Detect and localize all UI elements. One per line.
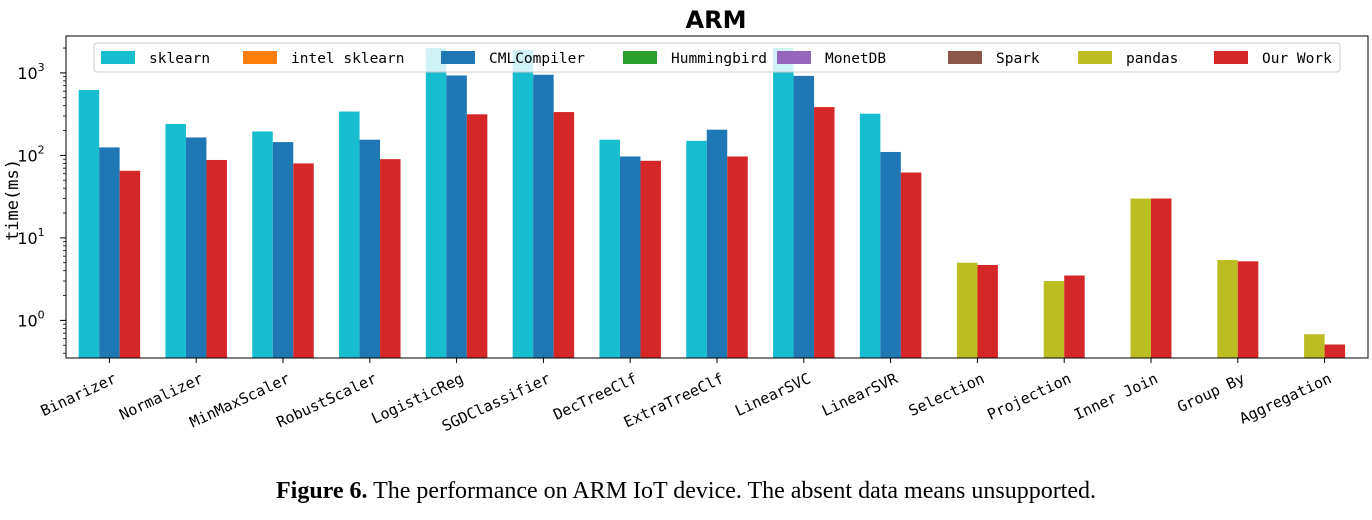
bar-our-work-11 xyxy=(1064,275,1085,358)
legend-swatch-spark xyxy=(948,51,982,64)
bar-our-work-13 xyxy=(1237,261,1259,358)
caption-text: The performance on ARM IoT device. The a… xyxy=(373,478,1097,504)
bar-sklearn-9 xyxy=(859,113,881,359)
legend-label-intel-sklearn: intel sklearn xyxy=(291,51,405,67)
legend-swatch-pandas xyxy=(1078,51,1112,64)
x-tick-label-9: LinearSVR xyxy=(819,369,901,420)
bar-sklearn-5 xyxy=(512,49,534,358)
bar-pandas-12 xyxy=(1130,198,1151,358)
legend-swatch-hummingbird xyxy=(623,51,657,64)
bar-cmlcompiler-2 xyxy=(272,142,294,358)
bar-our-work-7 xyxy=(727,156,748,358)
bar-sklearn-6 xyxy=(599,139,620,358)
bar-our-work-3 xyxy=(380,159,401,358)
bar-our-work-9 xyxy=(900,172,922,358)
bar-sklearn-4 xyxy=(425,48,447,359)
x-tick-label-7: ExtraTreeClf xyxy=(621,369,727,431)
bar-pandas-14 xyxy=(1304,334,1325,358)
legend-swatch-intel-sklearn xyxy=(243,51,277,64)
bar-cmlcompiler-8 xyxy=(793,75,815,358)
x-tick-label-10: Selection xyxy=(906,369,987,420)
y-tick-label-1: 101 xyxy=(17,226,44,248)
legend-label-our-work: Our Work xyxy=(1262,51,1332,67)
chart-title: ARM xyxy=(686,6,747,34)
x-tick-label-14: Aggregation xyxy=(1237,369,1335,427)
legend-label-spark: Spark xyxy=(996,51,1040,67)
legend-label-sklearn: sklearn xyxy=(149,51,210,67)
bar-our-work-8 xyxy=(814,107,835,358)
y-tick-label-2: 102 xyxy=(17,143,44,165)
legend: sklearn intel sklearn CMLCompiler Hummingbi… xyxy=(93,42,1341,73)
bar-our-work-2 xyxy=(293,163,314,358)
bar-cmlcompiler-0 xyxy=(99,147,120,358)
legend-swatch-our-work xyxy=(1214,51,1248,64)
bar-our-work-10 xyxy=(977,264,998,358)
bar-cmlcompiler-6 xyxy=(619,156,641,358)
legend-label-hummingbird: Hummingbird xyxy=(671,51,767,67)
bar-our-work-6 xyxy=(640,160,661,358)
legend-label-pandas: pandas xyxy=(1126,51,1178,67)
legend-swatch-monetdb xyxy=(777,51,811,64)
bar-cmlcompiler-7 xyxy=(706,129,728,358)
bar-sklearn-0 xyxy=(78,90,100,359)
bar-our-work-14 xyxy=(1324,344,1346,358)
x-tick-label-0: Binarizer xyxy=(38,369,119,420)
legend-swatch-sklearn xyxy=(101,51,135,64)
bar-pandas-13 xyxy=(1217,259,1238,358)
legend-frame xyxy=(93,42,1341,73)
bar-our-work-12 xyxy=(1151,198,1172,358)
y-tick-label-0: 100 xyxy=(17,308,44,330)
x-tick-label-12: Inner Join xyxy=(1071,369,1160,423)
bar-sklearn-7 xyxy=(686,140,707,358)
bar-cmlcompiler-1 xyxy=(185,137,207,358)
bar-our-work-0 xyxy=(119,170,141,358)
y-axis-label: time(ms) xyxy=(3,159,23,241)
bar-sklearn-1 xyxy=(165,124,186,359)
bar-cmlcompiler-5 xyxy=(533,74,554,358)
x-tick-label-13: Group By xyxy=(1174,369,1247,416)
figure-caption: Figure 6. The performance on ARM IoT dev… xyxy=(0,478,1372,505)
bar-cmlcompiler-9 xyxy=(880,151,901,358)
x-tick-label-11: Projection xyxy=(984,369,1073,423)
y-tick-label-3: 103 xyxy=(17,61,44,83)
legend-label-monetdb: MonetDB xyxy=(825,51,886,67)
bar-cmlcompiler-4 xyxy=(446,75,467,359)
x-tick-label-8: LinearSVC xyxy=(732,369,813,420)
caption-label: Figure 6. xyxy=(275,478,368,504)
legend-swatch-cmlcompiler xyxy=(441,51,475,64)
bar-sklearn-2 xyxy=(252,131,273,358)
bar-our-work-5 xyxy=(553,112,575,358)
bar-sklearn-8 xyxy=(773,48,794,359)
bar-our-work-4 xyxy=(466,114,488,358)
bar-pandas-11 xyxy=(1043,281,1065,358)
bar-sklearn-3 xyxy=(339,111,360,358)
bar-our-work-1 xyxy=(206,159,227,358)
bar-cmlcompiler-3 xyxy=(359,139,381,358)
bar-pandas-10 xyxy=(956,262,978,358)
legend-label-cmlcompiler: CMLCompiler xyxy=(489,51,585,67)
x-tick-label-3: RobustScaler xyxy=(274,369,380,431)
